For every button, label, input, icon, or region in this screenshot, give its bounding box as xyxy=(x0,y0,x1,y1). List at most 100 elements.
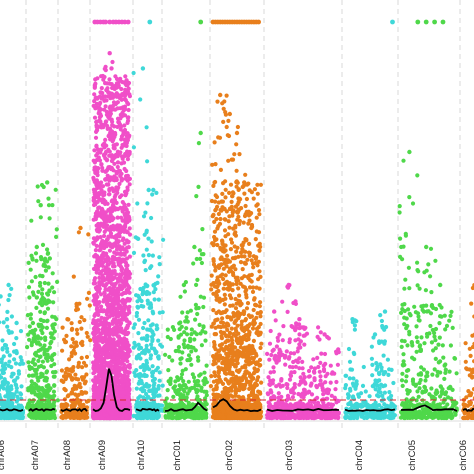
point-chrA09 xyxy=(92,393,97,398)
point-chrA09 xyxy=(91,158,96,163)
point-chrA09 xyxy=(127,304,132,309)
point-chrA07 xyxy=(38,215,43,220)
point-chrA09 xyxy=(92,115,98,120)
point-chrA09 xyxy=(115,215,120,220)
point-chrA07 xyxy=(26,260,31,265)
point-chrA09 xyxy=(93,248,98,253)
peak-point-chrA09 xyxy=(111,92,116,98)
point-chrA10 xyxy=(145,159,150,164)
point-chrA10 xyxy=(150,415,155,421)
point-chrA06 xyxy=(12,392,17,397)
point-chrA09 xyxy=(113,349,118,354)
point-chrA08 xyxy=(86,398,91,403)
point-chrA09 xyxy=(93,312,98,317)
point-chrA06 xyxy=(9,365,14,370)
point-chrA07 xyxy=(43,264,48,269)
point-chrA06 xyxy=(4,346,10,351)
point-chrA08 xyxy=(76,364,81,369)
point-chrA08 xyxy=(84,330,89,336)
point-chrA09 xyxy=(91,177,96,182)
point-chrA06 xyxy=(16,369,21,374)
point-chrA07 xyxy=(42,415,47,421)
point-chrA09 xyxy=(114,318,119,323)
point-chrA10 xyxy=(144,247,149,252)
point-chrA10 xyxy=(145,201,150,206)
point-chrA08 xyxy=(62,397,67,402)
point-chrA09 xyxy=(123,290,129,295)
point-chrA09 xyxy=(125,135,131,140)
point-chrA09 xyxy=(104,257,109,263)
point-chrA09 xyxy=(117,168,122,174)
point-chrA09 xyxy=(117,257,122,262)
point-chrA09 xyxy=(102,217,107,222)
point-chrA09 xyxy=(101,337,106,342)
point-chrA09 xyxy=(97,158,103,163)
point-chrA07 xyxy=(49,395,55,400)
point-chrA09 xyxy=(119,307,124,312)
point-chrA06 xyxy=(8,396,13,401)
point-chrA08 xyxy=(75,307,81,312)
point-chrA09 xyxy=(104,282,109,287)
point-chrA09 xyxy=(110,119,115,124)
peak-point-chrA07 xyxy=(34,244,39,250)
point-chrA09 xyxy=(98,235,103,240)
point-chrA07 xyxy=(44,356,49,361)
point-chrA09 xyxy=(104,109,109,114)
point-chrA09 xyxy=(113,370,118,375)
point-chrA07 xyxy=(52,362,57,367)
point-chrA09 xyxy=(99,269,104,274)
point-chrA07 xyxy=(47,216,52,221)
point-chrA10 xyxy=(136,317,142,322)
point-chrA06 xyxy=(3,343,9,348)
point-chrA06 xyxy=(6,414,11,419)
point-chrA09 xyxy=(122,127,128,133)
point-chrA07 xyxy=(33,274,38,280)
point-chrA09 xyxy=(122,93,128,98)
point-chrA09 xyxy=(100,210,105,215)
point-chrA07 xyxy=(49,355,54,360)
point-chrA09 xyxy=(114,272,119,277)
peak-point-chrA08 xyxy=(65,317,70,322)
point-chrA07 xyxy=(35,404,40,409)
point-chrA07 xyxy=(32,362,37,367)
point-chrA09 xyxy=(91,103,96,108)
point-chrA07 xyxy=(33,251,39,256)
point-chrA09 xyxy=(110,59,115,65)
point-chrA09 xyxy=(124,83,129,88)
point-chrA06 xyxy=(1,354,6,359)
point-chrA07 xyxy=(30,328,35,333)
point-chrA09 xyxy=(122,137,127,142)
point-chrA09 xyxy=(123,270,128,275)
point-chrA09 xyxy=(107,241,112,246)
point-chrA09 xyxy=(114,206,119,211)
point-chrA07 xyxy=(42,350,47,355)
point-chrA09 xyxy=(124,191,129,196)
point-chrA10 xyxy=(131,250,137,255)
point-chrA09 xyxy=(127,176,132,181)
point-chrA07 xyxy=(25,345,30,350)
point-chrA09 xyxy=(116,251,121,256)
point-chrA10 xyxy=(148,356,153,361)
point-chrA09 xyxy=(103,169,108,174)
point-chrA09 xyxy=(102,291,107,296)
point-chrA09 xyxy=(91,326,96,331)
point-chrA08 xyxy=(75,331,80,336)
point-chrA08 xyxy=(80,415,85,420)
point-chrA09 xyxy=(91,197,96,203)
point-chrA09 xyxy=(103,355,108,360)
point-chrA09 xyxy=(115,164,120,170)
point-chrA07 xyxy=(40,242,46,247)
point-chrA09 xyxy=(98,113,104,118)
point-chrA06 xyxy=(5,309,10,314)
point-chrA09 xyxy=(102,318,108,324)
point-chrA09 xyxy=(92,92,97,97)
point-chrA09 xyxy=(119,321,124,326)
point-chrA09 xyxy=(94,123,99,128)
point-chrA10 xyxy=(137,379,142,384)
point-chrA06 xyxy=(9,286,14,291)
point-chrA09 xyxy=(100,165,105,171)
point-chrA07 xyxy=(43,256,48,261)
point-chrA10 xyxy=(149,264,154,269)
point-chrA10 xyxy=(134,313,139,319)
point-chrA06 xyxy=(9,386,14,392)
